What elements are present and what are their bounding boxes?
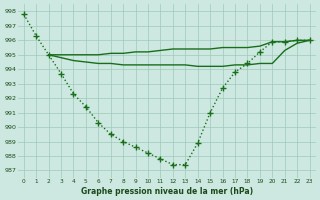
X-axis label: Graphe pression niveau de la mer (hPa): Graphe pression niveau de la mer (hPa) [81,187,253,196]
